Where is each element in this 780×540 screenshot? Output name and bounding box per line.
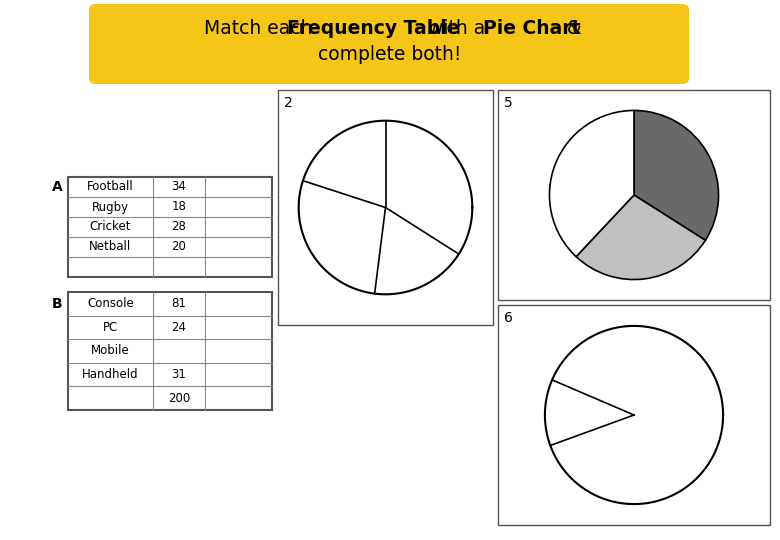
Text: 81: 81 (172, 298, 186, 310)
Text: Netball: Netball (90, 240, 132, 253)
Text: A: A (51, 180, 62, 194)
FancyBboxPatch shape (89, 4, 689, 84)
Bar (278, 90, 493, 325)
Text: 5: 5 (504, 96, 512, 110)
Bar (498, 305, 770, 525)
Text: B: B (51, 297, 62, 311)
Text: Cricket: Cricket (90, 220, 131, 233)
Text: PC: PC (103, 321, 118, 334)
Text: Frequency Table: Frequency Table (287, 19, 459, 38)
Text: 200: 200 (168, 392, 190, 404)
Text: with a: with a (416, 19, 491, 38)
Text: Rugby: Rugby (92, 200, 129, 213)
Text: 24: 24 (172, 321, 186, 334)
Bar (68, 292, 272, 410)
Text: Handheld: Handheld (82, 368, 139, 381)
Bar (498, 90, 770, 300)
Text: 20: 20 (172, 240, 186, 253)
Text: 31: 31 (172, 368, 186, 381)
Text: Match each: Match each (204, 19, 319, 38)
Text: complete both!: complete both! (318, 44, 462, 64)
Text: 2: 2 (284, 96, 292, 110)
Text: Football: Football (87, 180, 134, 193)
Text: Console: Console (87, 298, 134, 310)
Text: 34: 34 (172, 180, 186, 193)
Text: Pie Chart: Pie Chart (484, 19, 581, 38)
Text: 28: 28 (172, 220, 186, 233)
Wedge shape (576, 195, 705, 280)
Text: 6: 6 (504, 311, 513, 325)
Wedge shape (549, 111, 634, 256)
Text: 18: 18 (172, 200, 186, 213)
Wedge shape (634, 111, 718, 240)
Text: &: & (561, 19, 581, 38)
Bar (68, 177, 272, 277)
Text: Mobile: Mobile (91, 345, 130, 357)
